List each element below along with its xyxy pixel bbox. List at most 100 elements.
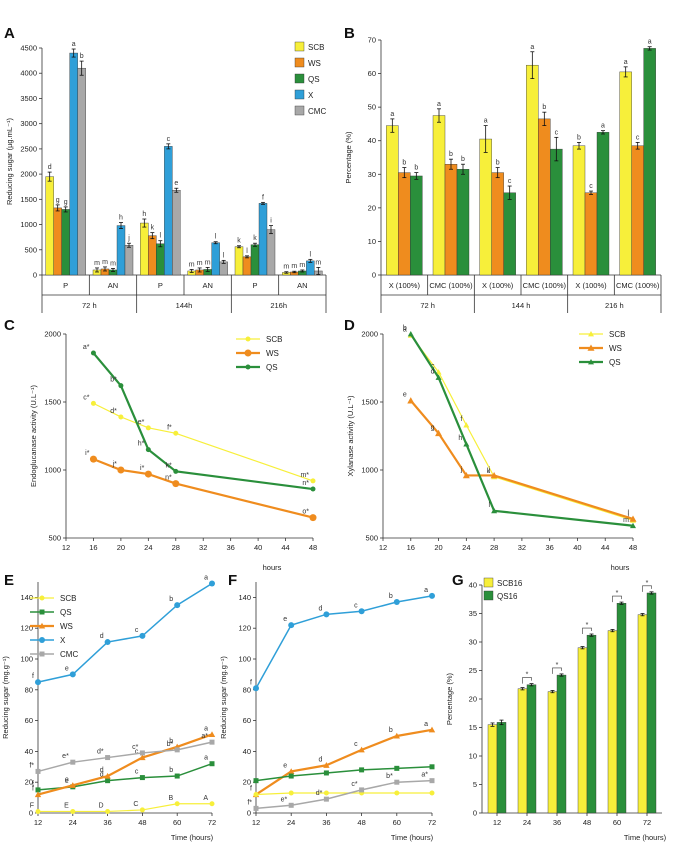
c-legend-label: QS — [266, 363, 278, 372]
e-significance-letter: A — [203, 795, 208, 802]
b-significance-letter: b — [542, 104, 546, 111]
f-series-line — [255, 779, 433, 810]
b-bar — [432, 115, 446, 276]
f-point — [359, 767, 365, 773]
e-significance-letter: a* — [201, 733, 208, 740]
e-legend-label: SCB — [60, 594, 76, 603]
b-y-tick-label: 60 — [368, 69, 376, 78]
d-point — [462, 471, 470, 479]
e-point — [69, 671, 76, 678]
c-series-line — [93, 458, 314, 519]
e-point — [105, 755, 111, 761]
c-point — [117, 466, 125, 474]
a-legend-label: QS — [308, 75, 320, 84]
g-y-tick-label: 25 — [469, 666, 477, 675]
g-x-tick-label: 60 — [613, 818, 621, 827]
f-y-tick-label: 100 — [238, 655, 251, 664]
d-significance-letter: e — [403, 392, 407, 399]
f-y-tick-label: 140 — [238, 593, 251, 602]
e-significance-letter: b — [169, 596, 173, 603]
f-point — [288, 790, 294, 796]
a-significance-letter: i — [270, 218, 272, 225]
a-significance-letter: b — [80, 53, 84, 60]
e-point — [139, 775, 145, 781]
f-x-tick-label: 60 — [393, 818, 401, 827]
e-significance-letter: E — [64, 802, 69, 809]
c-significance-letter: o* — [302, 509, 309, 516]
g-bar — [496, 722, 507, 814]
e-point — [139, 750, 145, 756]
b-bar — [410, 175, 423, 276]
c-x-axis-label: hours — [263, 563, 282, 572]
e-legend-point — [39, 595, 45, 601]
b-bar — [631, 145, 644, 276]
e-significance-letter: c* — [132, 744, 139, 751]
g-y-tick-label: 30 — [469, 638, 477, 647]
b-significance-letter: a — [601, 123, 605, 130]
c-point — [118, 414, 124, 420]
a-group-label: AN — [202, 281, 212, 290]
b-bar — [444, 164, 458, 276]
c-legend-label: SCB — [266, 335, 282, 344]
d-y-axis-label: Xylanase activity (U.L⁻¹) — [346, 395, 355, 477]
a-y-tick-label: 3000 — [20, 119, 37, 128]
a-significance-letter: m — [197, 260, 203, 267]
e-significance-letter: b — [169, 767, 173, 774]
f-point — [323, 790, 329, 796]
d-x-tick-label: 48 — [629, 543, 637, 552]
e-y-tick-label: 40 — [25, 747, 33, 756]
a-significance-letter: m — [102, 259, 108, 266]
f-x-tick-label: 12 — [252, 818, 260, 827]
e-point — [209, 580, 215, 587]
c-significance-letter: b* — [110, 377, 117, 384]
e-significance-letter: c — [135, 749, 139, 756]
e-point — [139, 632, 146, 639]
e-point — [209, 739, 215, 745]
e-significance-letter: e* — [62, 753, 69, 760]
a-significance-letter: g — [64, 199, 68, 206]
g-bar — [607, 630, 618, 814]
f-point — [253, 778, 259, 784]
f-significance-letter: a* — [421, 772, 428, 779]
g-bar — [556, 674, 567, 814]
g-y-tick-label: 35 — [469, 609, 477, 618]
b-significance-letter: b — [496, 160, 500, 167]
a-significance-letter: l — [223, 252, 225, 259]
e-point — [35, 787, 41, 793]
e-point — [35, 768, 41, 774]
f-point — [323, 762, 330, 768]
b-significance-letter: b — [414, 165, 418, 172]
f-x-tick-label: 24 — [287, 818, 295, 827]
c-point — [172, 480, 180, 488]
e-point — [69, 782, 76, 788]
e-point — [34, 791, 42, 798]
f-y-axis-label: Reducing sugar (mg.g⁻¹) — [219, 656, 228, 739]
g-legend-label: SCB16 — [497, 579, 523, 588]
c-significance-letter: i* — [140, 465, 145, 472]
panel-label-d: D — [344, 317, 355, 334]
a-y-tick-label: 1500 — [20, 195, 37, 204]
d-x-tick-label: 24 — [462, 543, 470, 552]
e-significance-letter: D — [99, 802, 104, 809]
b-group-label: X (100%) — [482, 281, 514, 290]
g-bar — [517, 688, 528, 814]
f-significance-letter: a — [424, 587, 428, 594]
a-significance-letter: m — [94, 260, 100, 267]
d-x-tick-label: 44 — [601, 543, 609, 552]
e-legend-label: CMC — [60, 650, 78, 659]
c-series-line — [92, 352, 314, 491]
a-significance-letter: m — [205, 259, 211, 266]
g-significance-bracket — [642, 585, 652, 592]
f-y-tick-label: 0 — [247, 809, 251, 818]
c-legend-point — [244, 349, 252, 357]
b-significance-letter: a — [624, 59, 628, 66]
b-bar — [619, 71, 632, 276]
c-legend-point — [245, 364, 251, 370]
g-bar — [646, 592, 657, 814]
e-point — [139, 754, 146, 761]
g-y-tick-label: 0 — [473, 809, 477, 818]
e-point — [70, 808, 76, 814]
a-group-label: AN — [108, 281, 118, 290]
b-y-tick-label: 20 — [368, 203, 376, 212]
c-point — [89, 455, 97, 463]
